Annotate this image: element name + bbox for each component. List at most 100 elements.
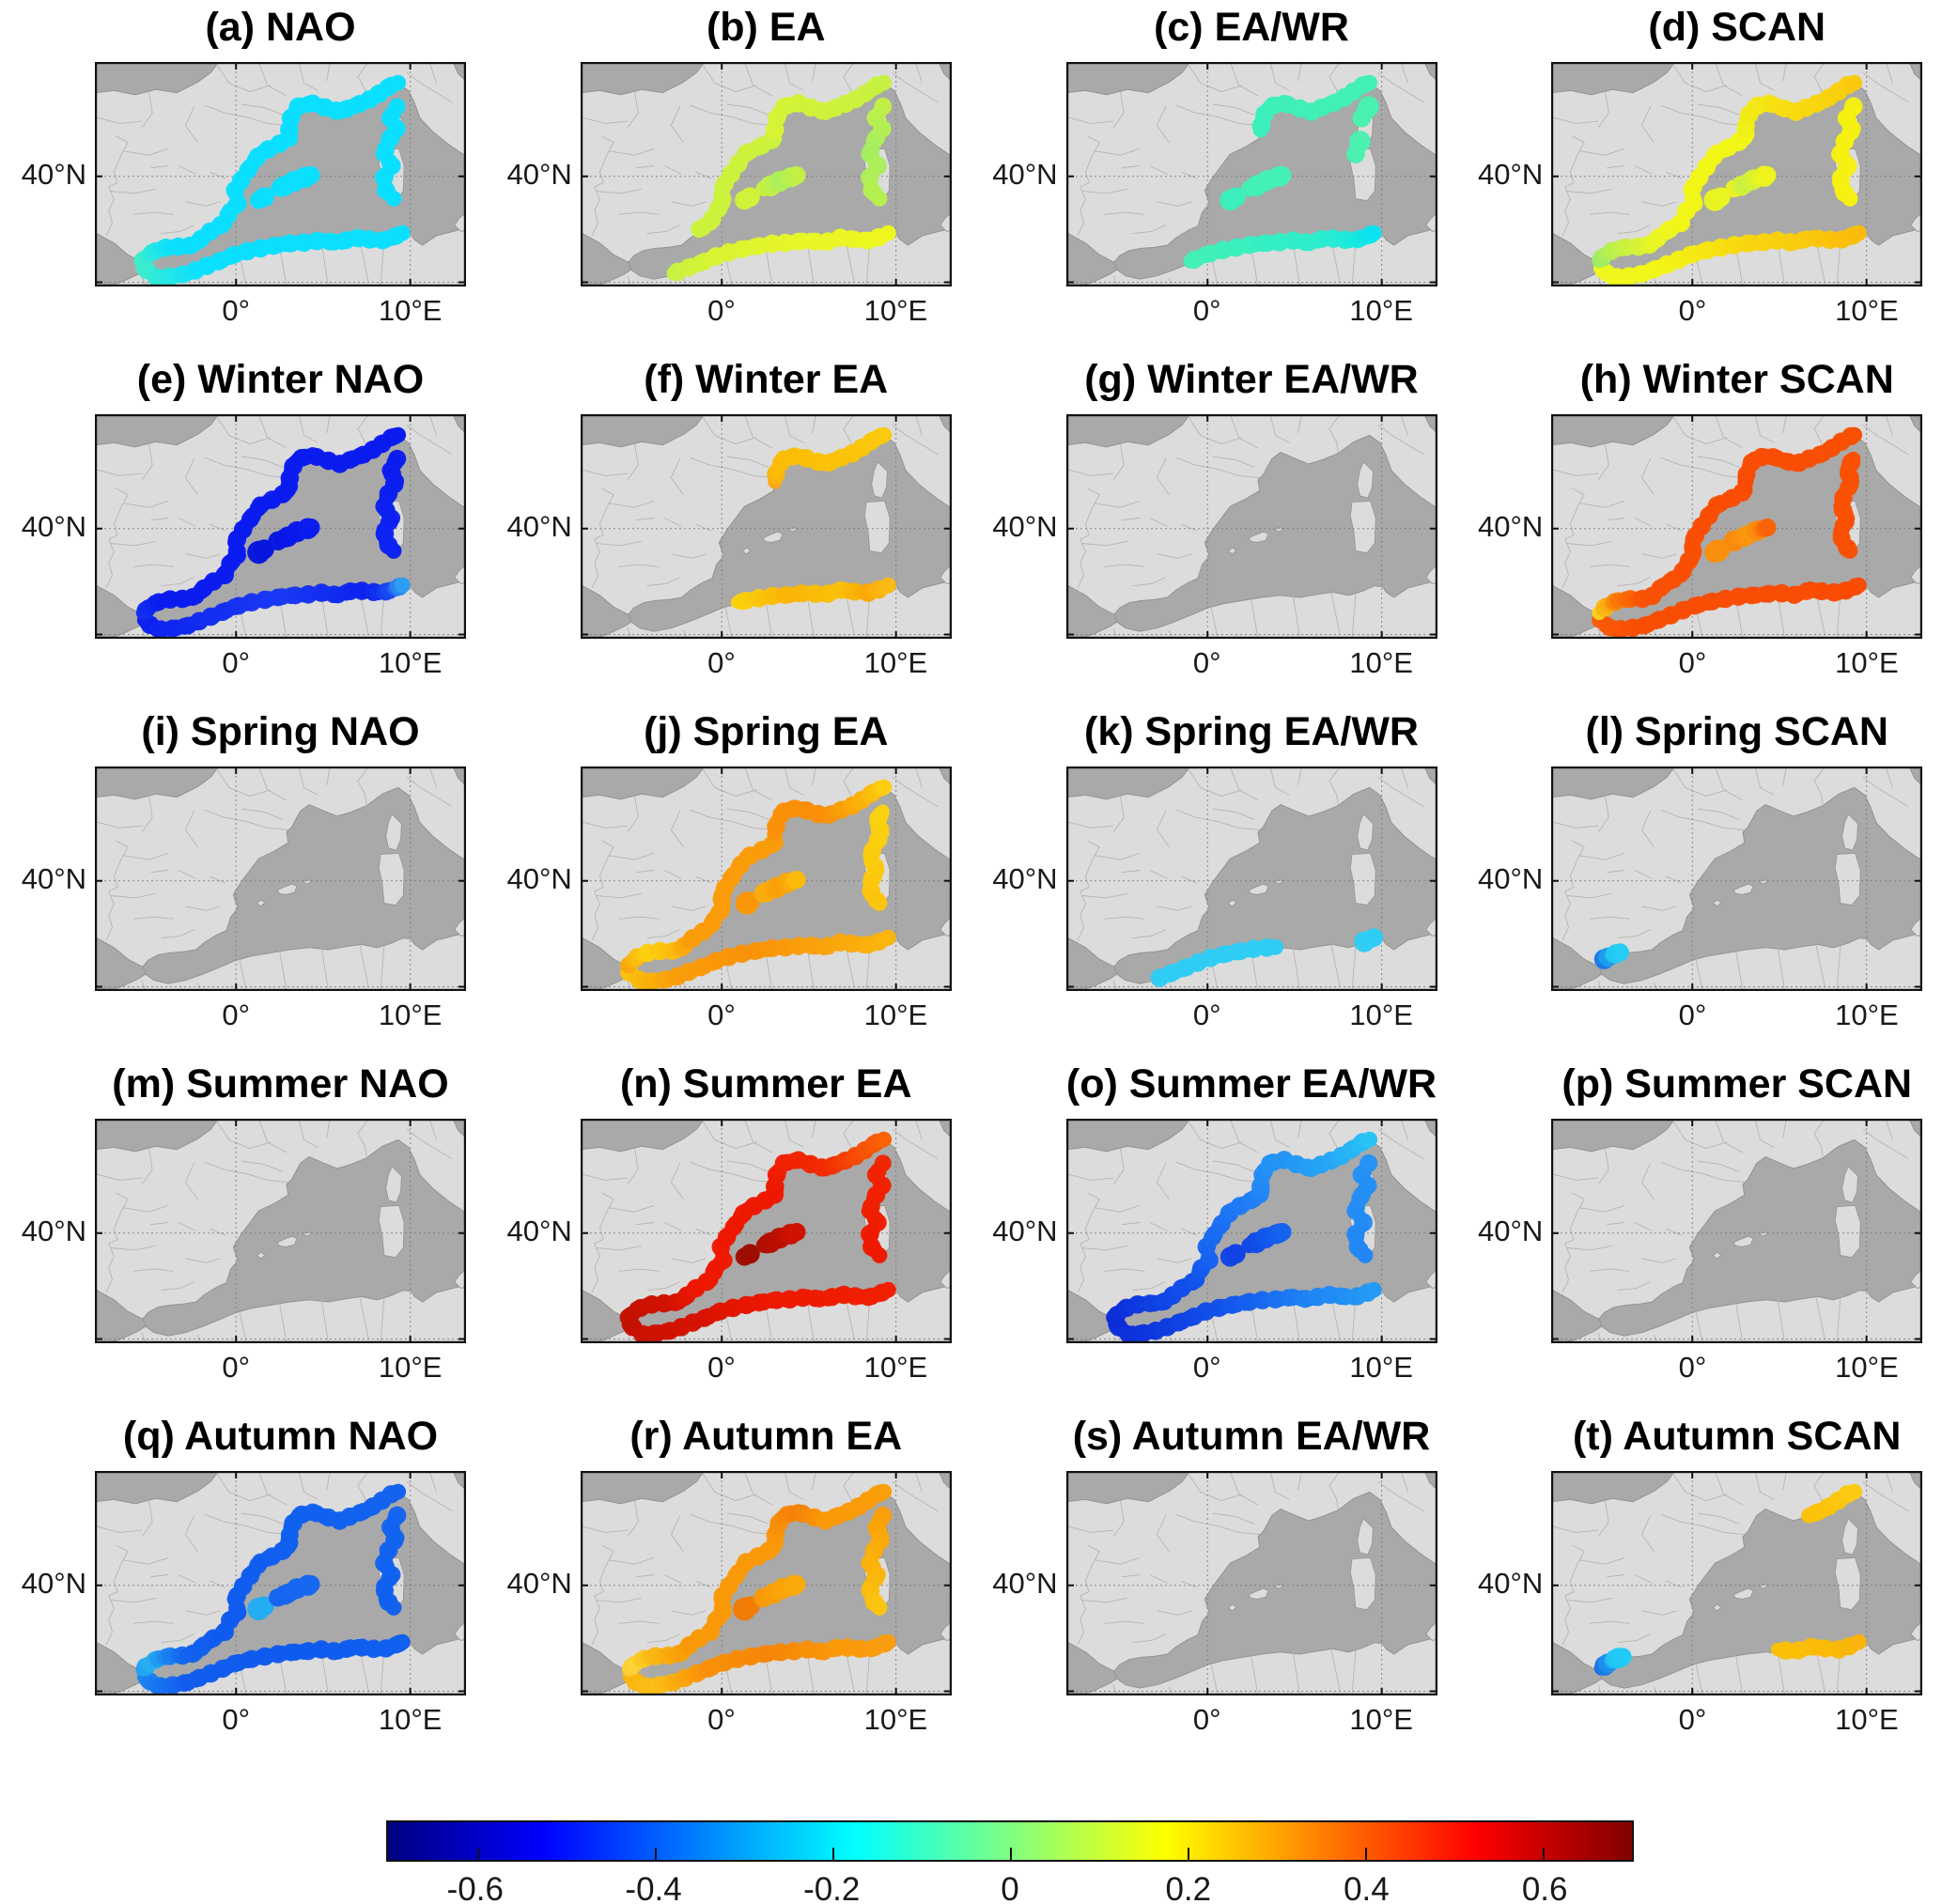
admin-border-line — [279, 1303, 287, 1343]
admin-border-line — [627, 1500, 639, 1538]
admin-border-line — [1180, 875, 1197, 884]
admin-border-line — [1754, 414, 1775, 443]
admin-border-line — [1400, 62, 1408, 84]
map-frame — [1065, 766, 1437, 991]
admin-border-line — [1815, 1296, 1825, 1339]
admin-border-line — [105, 488, 129, 589]
admin-border-line — [1862, 424, 1909, 456]
admin-border-line — [1885, 1119, 1894, 1140]
admin-border-line — [1754, 1119, 1775, 1148]
admin-border-line — [1782, 62, 1788, 82]
y-axis-tick-label: 40°N — [506, 861, 572, 895]
admin-border-line — [380, 946, 385, 991]
admin-border-line — [865, 946, 870, 991]
admin-border-line — [150, 1574, 168, 1578]
map-panel-q: (q) Autumn NAO 40°N 0° 10°E — [0, 1409, 486, 1761]
admin-border-line — [1329, 1649, 1341, 1692]
admin-border-line — [1121, 1574, 1140, 1578]
correlation-dots — [135, 1483, 411, 1695]
sea-adriatic — [1908, 1119, 1923, 1138]
admin-border-line — [298, 766, 318, 796]
admin-border-line — [1094, 1556, 1140, 1565]
admin-border-line — [1400, 1471, 1408, 1493]
admin-border-line — [1212, 103, 1254, 116]
admin-border-line — [646, 1633, 680, 1644]
admin-border-line — [214, 1119, 272, 1150]
admin-border-line — [105, 840, 129, 941]
admin-border-line — [204, 1161, 288, 1184]
admin-border-line — [914, 1119, 923, 1140]
admin-border-line — [1590, 564, 1630, 567]
admin-border-line — [596, 1597, 642, 1603]
admin-border-line — [1112, 796, 1125, 833]
admin-border-line — [1885, 1471, 1894, 1493]
admin-border-line — [1666, 171, 1683, 179]
island-sardinia — [1349, 500, 1376, 554]
admin-border-line — [671, 553, 707, 559]
admin-border-line — [122, 852, 169, 860]
admin-border-line — [257, 1119, 287, 1153]
admin-border-line — [1635, 518, 1654, 527]
colorbar-gradient — [386, 1820, 1634, 1862]
x-axis-tick-label: 10°E — [1835, 1351, 1899, 1384]
admin-border-line — [1094, 500, 1140, 508]
admin-border-line — [204, 1513, 288, 1536]
sea-biscay — [95, 1471, 220, 1505]
sea-adriatic — [452, 1471, 466, 1491]
admin-border-line — [591, 1192, 614, 1293]
correlation-dots — [1105, 1131, 1382, 1343]
admin-border-line — [1209, 1664, 1219, 1695]
map-canvas-q — [95, 1471, 466, 1695]
x-axis-tick-label: 10°E — [378, 998, 443, 1031]
admin-border-line — [1635, 1574, 1654, 1584]
admin-border-line — [1641, 106, 1655, 143]
island-sicily — [1910, 916, 1923, 937]
admin-border-line — [1077, 1192, 1100, 1293]
admin-border-line — [320, 1298, 329, 1343]
map-canvas-c — [1065, 62, 1437, 286]
admin-border-line — [1815, 944, 1825, 987]
admin-border-line — [298, 1119, 318, 1148]
admin-border-line — [726, 1160, 769, 1172]
sea-atlantic — [1551, 936, 1603, 991]
admin-border-line — [784, 1471, 804, 1500]
admin-border-line — [596, 540, 642, 547]
admin-border-line — [806, 1298, 815, 1343]
admin-border-line — [1641, 458, 1655, 495]
x-axis-tick-label: 0° — [1192, 294, 1221, 327]
admin-border-line — [1566, 188, 1613, 194]
sea-atlantic — [580, 231, 632, 286]
admin-border-line — [141, 91, 153, 129]
admin-border-line — [110, 1245, 156, 1251]
admin-border-line — [726, 1512, 769, 1525]
admin-border-line — [618, 1268, 660, 1272]
admin-border-line — [646, 577, 680, 587]
admin-border-line — [1641, 906, 1677, 911]
x-axis-tick-label: 0° — [222, 1351, 251, 1384]
sea-atlantic — [580, 583, 632, 639]
sea-biscay — [580, 1119, 706, 1153]
admin-border-line — [806, 241, 815, 286]
admin-border-line — [1551, 821, 1599, 828]
panel-title: (n) Summer EA — [619, 1061, 912, 1107]
map-panel-g: (g) Winter EA/WR 40°N 0° 10°E — [971, 352, 1457, 704]
admin-border-line — [1209, 607, 1219, 639]
admin-border-line — [1660, 809, 1746, 831]
x-axis-tick-label: 10°E — [1835, 998, 1899, 1031]
admin-border-line — [141, 1148, 153, 1185]
admin-border-line — [591, 1544, 614, 1646]
map-canvas-e — [95, 414, 466, 639]
admin-border-line — [1180, 1228, 1197, 1236]
map-canvas-p — [1551, 1119, 1923, 1343]
sea-biscay — [1065, 62, 1190, 96]
admin-border-line — [1175, 1161, 1260, 1184]
admin-border-line — [257, 414, 287, 449]
y-axis-tick-label: 40°N — [992, 157, 1058, 191]
sea-biscay — [1551, 766, 1676, 800]
admin-border-line — [241, 1160, 284, 1172]
admin-border-line — [406, 71, 453, 103]
admin-border-line — [1561, 488, 1586, 589]
x-axis-tick-label: 10°E — [378, 294, 443, 327]
colorbar-tick-label: 0.6 — [1521, 1871, 1568, 1904]
admin-border-line — [700, 414, 757, 445]
